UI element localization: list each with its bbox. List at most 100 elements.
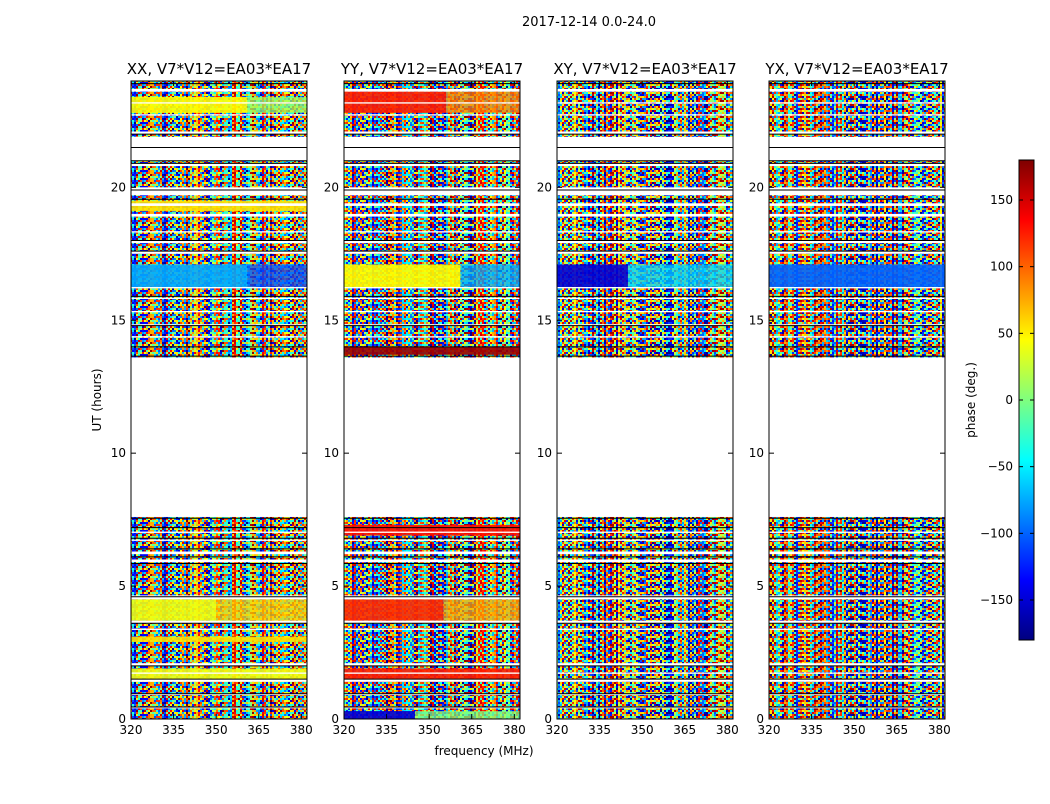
x-tick-label: 380 — [503, 723, 526, 737]
flagged-row — [769, 672, 945, 674]
flagged-row — [769, 663, 945, 666]
coherent-band-tail — [216, 599, 307, 621]
panel-title: YX, V7*V12=EA03*EA17 — [764, 60, 948, 78]
flagged-row — [769, 163, 945, 167]
flagged-row — [557, 324, 733, 326]
flagged-row — [557, 663, 733, 666]
y-tick-label: 5 — [331, 579, 339, 593]
flagged-row — [769, 628, 945, 630]
flagged-row — [344, 203, 520, 206]
y-tick-label: 0 — [331, 712, 339, 726]
y-tick-label: 15 — [749, 313, 764, 327]
flagged-row — [769, 131, 945, 135]
flagged-row — [131, 663, 307, 666]
flagged-row — [557, 336, 733, 338]
flagged-row — [557, 88, 733, 92]
flagged-row — [344, 551, 520, 555]
flagged-row — [557, 240, 733, 244]
coherent-band-tail — [414, 711, 520, 719]
flagged-row — [131, 297, 307, 299]
coherent-band — [344, 599, 444, 621]
colorbar-tick-label: 50 — [998, 326, 1013, 340]
flagged-row — [344, 102, 520, 104]
x-tick-label: 320 — [758, 723, 781, 737]
flagged-row — [344, 628, 520, 630]
flagged-row — [769, 187, 945, 196]
flagged-row — [131, 163, 307, 167]
flagged-row — [769, 114, 945, 116]
x-tick-label: 365 — [247, 723, 270, 737]
flagged-row — [344, 187, 520, 196]
flagged-row — [131, 707, 307, 709]
flagged-row — [769, 531, 945, 533]
flagged-row — [557, 310, 733, 313]
panel-frame — [130, 80, 308, 720]
colorbar-ticks: 150 100 50 0 −50 −100 −150 — [980, 193, 1034, 607]
flagged-row — [769, 287, 945, 289]
flagged-row — [131, 693, 307, 696]
flagged-row — [131, 203, 307, 206]
coherent-band — [131, 668, 307, 682]
flagged-row — [131, 357, 307, 517]
flagged-row — [344, 287, 520, 289]
flagged-row — [131, 88, 307, 92]
x-tick-label: 335 — [800, 723, 823, 737]
flagged-row — [769, 324, 945, 326]
flagged-row — [131, 240, 307, 244]
flagged-row — [344, 531, 520, 533]
colorbar-tick-label: −50 — [988, 460, 1013, 474]
coherent-band — [131, 636, 307, 642]
flagged-row — [131, 531, 307, 533]
panel-frame — [343, 80, 521, 720]
coherent-band — [344, 346, 520, 355]
flagged-row — [344, 114, 520, 116]
flagged-row — [557, 679, 733, 682]
y-tick-label: 15 — [111, 313, 126, 327]
x-tick-label: 365 — [885, 723, 908, 737]
x-tick-label: 350 — [418, 723, 441, 737]
flagged-row — [557, 297, 733, 299]
flagged-row — [344, 297, 520, 299]
colorbar-tick-label: −150 — [980, 593, 1013, 607]
flagged-row — [769, 620, 945, 624]
y-tick-label: 15 — [324, 313, 339, 327]
x-tick-label: 350 — [631, 723, 654, 737]
flagged-row — [769, 310, 945, 313]
flagged-row — [344, 324, 520, 326]
flagged-row — [769, 231, 945, 233]
flagged-row — [769, 251, 945, 254]
flagged-row — [131, 551, 307, 555]
y-tick-label: 0 — [544, 712, 552, 726]
y-tick-label: 5 — [544, 579, 552, 593]
flagged-row — [344, 357, 520, 517]
x-tick-label: 335 — [588, 723, 611, 737]
flagged-row — [131, 559, 307, 563]
flagged-row — [131, 131, 307, 135]
flagged-row — [344, 131, 520, 135]
flagged-row — [557, 187, 733, 196]
coherent-band — [344, 668, 520, 682]
panel-title: YY, V7*V12=EA03*EA17 — [340, 60, 523, 78]
flagged-row — [344, 336, 520, 338]
flagged-row — [557, 357, 733, 517]
flagged-row — [769, 213, 945, 217]
panel-2: YY, V7*V12=EA03*EA17 320 335 350 365 380 0 5 10 1… — [324, 60, 526, 737]
flagged-row — [131, 231, 307, 233]
flagged-row — [344, 163, 520, 167]
y-tick-label: 10 — [537, 446, 552, 460]
flagged-row — [344, 679, 520, 682]
flagged-row — [557, 539, 733, 541]
flagged-row — [557, 559, 733, 563]
flagged-row — [769, 559, 945, 563]
coherent-band-tail — [443, 599, 520, 621]
flagged-row — [344, 136, 520, 161]
flagged-row — [557, 231, 733, 233]
flagged-row — [769, 136, 945, 161]
x-tick-label: 335 — [162, 723, 185, 737]
coherent-band — [344, 524, 520, 536]
x-tick-label: 320 — [333, 723, 356, 737]
flagged-row — [131, 620, 307, 624]
coherent-band — [344, 711, 415, 719]
coherent-band — [557, 264, 628, 289]
